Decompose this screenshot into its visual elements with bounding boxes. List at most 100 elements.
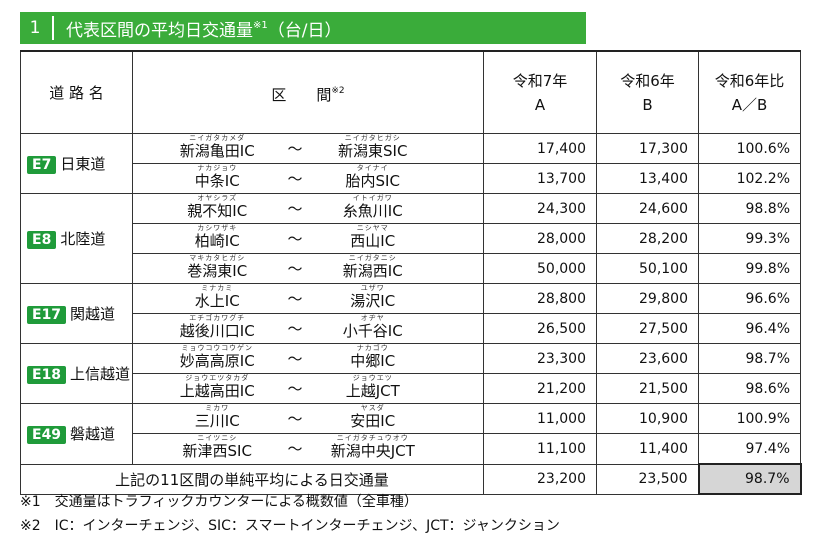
section-to-name: 上越JCT [345,381,400,400]
section-from-reading: ミカワ [205,403,230,412]
route-badge: E49 [27,426,67,445]
section-cell: ニイガタカメダ 新潟亀田IC ～ニイガタヒガシ 新潟東SIC [132,133,484,164]
section-to-name: 西山IC [350,231,396,250]
value-b: 50,100 [596,253,699,284]
header-col-ratio-line1: 令和6年比 [714,71,785,90]
section-from-reading: ジョウエツタカダ [185,373,250,382]
title-unit: （台/日） [267,20,342,41]
section-from-reading: マキカタヒガシ [189,253,246,262]
section-to-name: 新潟西IC [342,261,403,280]
section-from-reading: ミョウコウコウゲン [181,343,253,352]
section-from: カシワザキ 柏崎IC [147,224,287,250]
section-to-reading: ヤスダ [360,403,385,412]
section-tilde: ～ [287,260,303,278]
route-cell: E17 関越道 [20,283,133,344]
traffic-table: 道 路 名 区 間※2 令和7年 A 令和6年 B 令和6年比 A／B E7 日東道 ニイ… [20,50,802,495]
route-cell: E49 磐越道 [20,403,133,465]
header-section-mark: ※2 [331,85,345,96]
header-col-a-line2: A [534,95,546,114]
section-from: ミナカミ 水上IC [147,284,287,310]
section-tilde: ～ [287,230,303,248]
section-tilde: ～ [287,320,303,338]
section-to-reading: ニイガタヒガシ [344,133,401,142]
section-to-name: 安田IC [350,411,396,430]
value-a: 50,000 [483,253,597,284]
section-cell: カシワザキ 柏崎IC ～ニシヤマ 西山IC [132,223,484,254]
section-from-name: 親不知IC [187,201,248,220]
section-to-reading: タイナイ [356,163,389,172]
header-col-ratio: 令和6年比 A／B [698,50,801,134]
value-b: 10,900 [596,403,699,434]
route-badge: E8 [27,231,57,249]
title-number: 1 [29,18,41,38]
section-from: オヤシラズ 親不知IC [147,194,287,220]
section-tilde: ～ [287,410,303,428]
section-to-reading: ニイガタニシ [348,253,397,262]
title-divider [52,16,54,40]
section-to-name: 新潟中央JCT [330,441,415,460]
value-b: 29,800 [596,283,699,314]
table-row: E49 磐越道 ミカワ 三川IC ～ヤスダ 安田IC 11,000 10,900 100.9% [20,403,801,465]
section-from: ナカジョウ 中条IC [147,164,287,190]
section-to: ニイガタチュウオウ 新潟中央JCT [303,434,443,460]
section-from-reading: エチゴカワグチ [189,313,246,322]
route-cell: E8 北陸道 [20,193,133,284]
section-tilde: ～ [287,350,303,368]
section-tilde: ～ [287,170,303,188]
value-ratio: 98.8% [698,193,801,224]
section-to: オヂヤ 小千谷IC [303,314,443,340]
section-to-name: 湯沢IC [350,291,396,310]
section-to-name: 中郷IC [350,351,396,370]
section-to-reading: イトイガワ [352,193,393,202]
value-b: 23,600 [596,343,699,374]
section-to-reading: ユザワ [360,283,385,292]
title-bar: 1 代表区間の平均日交通量※1（台/日） [20,12,586,44]
route-name: 日東道 [60,155,106,173]
section-from-name: 上越高田IC [179,381,255,400]
section-from: ジョウエツタカダ 上越高田IC [147,374,287,400]
value-b: 21,500 [596,373,699,404]
section-tilde: ～ [287,290,303,308]
header-col-a: 令和7年 A [483,50,597,134]
total-a: 23,200 [483,463,597,495]
table-row: E18 上信越道 ミョウコウコウゲン 妙高高原IC ～ナカゴウ 中郷IC 23,300 23,… [20,343,801,404]
route-cell: E7 日東道 [20,133,133,194]
value-ratio: 98.6% [698,373,801,404]
section-to-reading: オヂヤ [360,313,385,322]
footnote-1: ※1 交通量はトラフィックカウンターによる概数値（全車種） [20,494,418,510]
value-ratio: 100.6% [698,133,801,164]
section-to: タイナイ 胎内SIC [303,164,443,190]
value-ratio: 99.8% [698,253,801,284]
section-to-name: 胎内SIC [345,171,400,190]
section-from-name: 水上IC [194,291,240,310]
value-b: 24,600 [596,193,699,224]
value-ratio: 99.3% [698,223,801,254]
table-row: E7 日東道 ニイガタカメダ 新潟亀田IC ～ニイガタヒガシ 新潟東SIC 17,400 17… [20,133,801,194]
route-cell: E18 上信越道 [20,343,133,404]
route-badge: E7 [27,156,57,174]
value-a: 28,800 [483,283,597,314]
section-cell: オヤシラズ 親不知IC ～イトイガワ 糸魚川IC [132,193,484,224]
section-cell: エチゴカワグチ 越後川口IC ～オヂヤ 小千谷IC [132,313,484,344]
value-a: 28,000 [483,223,597,254]
header-section: 区 間※2 [132,50,484,134]
header-col-a-line1: 令和7年 [512,71,568,90]
header-col-b-line1: 令和6年 [620,71,675,90]
total-b: 23,500 [596,463,699,495]
section-tilde: ～ [287,140,303,158]
section-from: エチゴカワグチ 越後川口IC [147,314,287,340]
header-col-ratio-line2: A／B [731,95,768,114]
section-from-reading: オヤシラズ [197,193,238,202]
table-row: エチゴカワグチ 越後川口IC ～オヂヤ 小千谷IC 26,500 27,500 96.4% [21,313,801,344]
table-row: ジョウエツタカダ 上越高田IC ～ジョウエツ 上越JCT 21,200 21,500 98.… [21,373,801,404]
route-badge: E18 [27,366,67,384]
section-from-reading: カシワザキ [197,223,238,232]
section-to-name: 小千谷IC [342,321,403,340]
value-ratio: 102.2% [698,163,801,194]
section-to-reading: ナカゴウ [356,343,389,352]
title-footnote-mark: ※1 [253,19,268,31]
section-to: ニイガタヒガシ 新潟東SIC [303,134,443,160]
section-from: マキカタヒガシ 巻潟東IC [147,254,287,280]
section-cell: ミナカミ 水上IC ～ ユザワ 湯沢IC [132,283,484,314]
section-from-name: 妙高高原IC [179,351,255,370]
